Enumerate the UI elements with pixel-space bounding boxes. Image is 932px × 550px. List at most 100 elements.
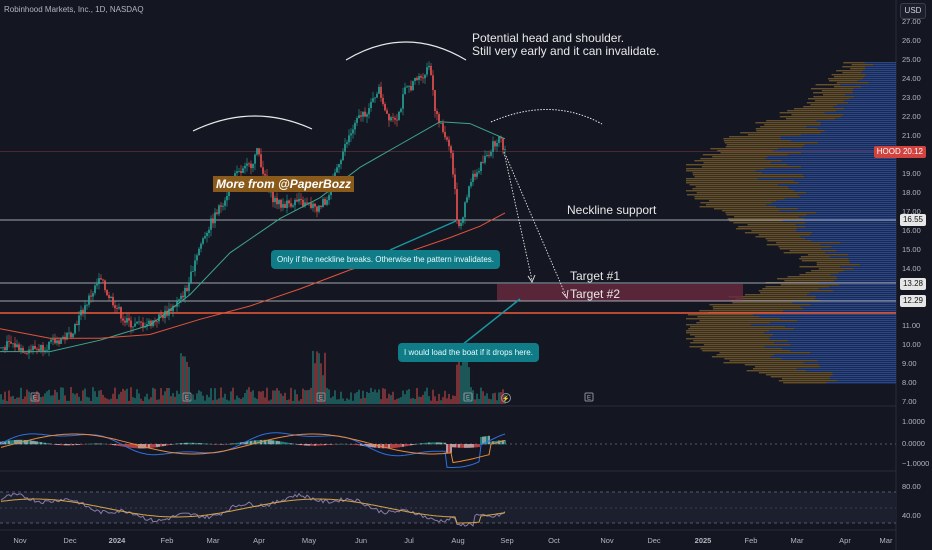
candle-body <box>168 308 170 316</box>
candle-body <box>248 163 250 165</box>
profile-bar-blue <box>865 74 896 76</box>
volume-bar <box>402 390 404 404</box>
candle-body <box>148 320 150 325</box>
macd-bar <box>434 442 436 445</box>
profile-bar-gold <box>729 220 784 222</box>
profile-bar-gold <box>686 338 770 340</box>
volume-bar <box>170 396 172 404</box>
profile-bar-gold <box>700 158 766 160</box>
profile-bar-gold <box>692 172 763 174</box>
macd-bar <box>500 440 502 445</box>
macd-bar <box>400 444 402 448</box>
volume-bar <box>54 389 56 404</box>
profile-bar-gold <box>700 202 772 204</box>
volume-bar <box>422 394 424 404</box>
profile-bar-blue <box>810 234 896 236</box>
profile-bar-blue <box>806 126 896 128</box>
profile-bar-blue <box>817 128 896 130</box>
time-axis[interactable]: Nov Dec 2024 Feb Mar Apr May Jun Jul Aug Sep Oct Nov… <box>13 536 893 545</box>
candle-body <box>482 161 484 163</box>
macd-bar <box>422 443 424 445</box>
candle-body <box>472 173 474 182</box>
macd-bar <box>418 443 420 445</box>
candle-body <box>204 236 206 239</box>
macd-bar <box>256 440 258 445</box>
candle-body <box>342 151 344 161</box>
target-zone <box>497 284 743 301</box>
profile-bar-gold <box>776 242 840 244</box>
profile-bar-gold <box>793 108 845 110</box>
profile-bar-blue <box>859 264 896 266</box>
macd-bar <box>34 441 36 445</box>
macd-bar <box>316 444 318 446</box>
profile-bar-gold <box>801 260 850 262</box>
candle-body <box>290 203 292 207</box>
macd-bar <box>370 444 372 448</box>
macd-bar <box>80 444 82 445</box>
volume-bar <box>384 388 386 404</box>
profile-bar-gold <box>726 214 807 216</box>
volume-bar <box>408 389 410 404</box>
macd-bar <box>484 436 486 445</box>
volume-bar <box>72 393 74 404</box>
candle-body <box>326 200 328 205</box>
volume-bar <box>326 387 328 404</box>
profile-bar-gold <box>800 256 830 258</box>
earnings-marker: E <box>316 392 326 402</box>
currency-button[interactable]: USD <box>900 3 926 19</box>
candle-body <box>284 204 286 208</box>
candle-body <box>370 101 372 109</box>
profile-bar-gold <box>842 66 866 68</box>
svg-text:⚡: ⚡ <box>502 395 509 403</box>
candle-body <box>376 93 378 98</box>
volume-bar <box>218 398 220 404</box>
macd-tick-label: −1.0000 <box>902 459 929 468</box>
macd-bar <box>154 444 156 448</box>
volume-bar <box>246 389 248 404</box>
candle-body <box>428 65 430 68</box>
candle-body <box>292 205 294 207</box>
volume-bar <box>164 391 166 404</box>
candle-body <box>262 167 264 174</box>
macd-bar <box>40 442 42 445</box>
profile-bar-gold <box>813 96 855 98</box>
profile-bar-blue <box>849 98 896 100</box>
profile-bar-blue <box>829 376 896 378</box>
volume-bar <box>60 387 62 404</box>
profile-bar-gold <box>766 120 817 122</box>
macd-bar <box>98 443 100 445</box>
candle-body <box>298 198 300 202</box>
profile-bar-gold <box>716 354 774 356</box>
y-tick-label: 18.00 <box>902 188 921 197</box>
candle-body <box>0 347 2 349</box>
head-arc <box>345 41 467 61</box>
macd-bar <box>96 443 98 445</box>
profile-bar-blue <box>837 104 896 106</box>
svg-text:E: E <box>185 396 189 402</box>
volume-bar <box>50 395 52 404</box>
volume-bar <box>418 396 420 404</box>
profile-bar-blue <box>817 360 896 362</box>
profile-bar-gold <box>766 374 833 376</box>
macd-bar <box>402 444 404 447</box>
profile-bar-gold <box>695 186 789 188</box>
candle-body <box>210 218 212 230</box>
callout-pointer-2 <box>461 298 521 346</box>
macd-bar <box>360 444 362 446</box>
candle-body <box>112 296 114 306</box>
volume-bar <box>306 390 308 404</box>
volume-bar <box>492 393 494 404</box>
macd-bar <box>176 443 178 445</box>
profile-bar-blue <box>848 258 896 260</box>
volume-bar <box>350 392 352 404</box>
volume-bar <box>124 390 126 404</box>
profile-bar-blue <box>819 244 896 246</box>
macd-bar <box>76 444 78 445</box>
profile-bar-blue <box>764 168 896 170</box>
macd-bar <box>482 436 484 445</box>
price-axis[interactable]: 27.0026.0025.0024.0023.0022.0021.0020.00… <box>902 17 921 406</box>
volume-bar <box>196 393 198 404</box>
profile-bar-gold <box>710 148 779 150</box>
profile-bar-blue <box>833 290 896 292</box>
candle-body <box>246 163 248 166</box>
